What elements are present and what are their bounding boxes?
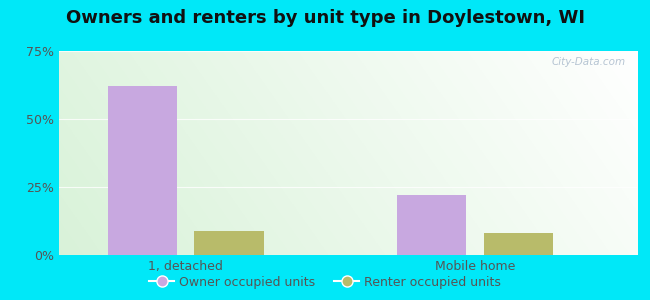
Bar xyxy=(484,233,553,255)
Legend: Owner occupied units, Renter occupied units: Owner occupied units, Renter occupied un… xyxy=(144,271,506,294)
Text: City-Data.com: City-Data.com xyxy=(551,57,625,67)
Bar xyxy=(194,230,264,255)
Bar xyxy=(108,86,177,255)
Bar xyxy=(397,195,466,255)
Text: Owners and renters by unit type in Doylestown, WI: Owners and renters by unit type in Doyle… xyxy=(66,9,584,27)
